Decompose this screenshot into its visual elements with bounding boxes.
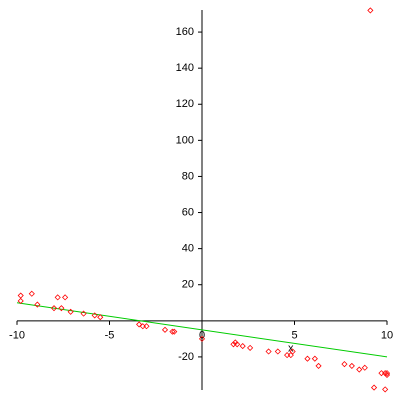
data-point <box>239 343 246 350</box>
y-tick-label: 40 <box>182 243 194 255</box>
x-axis-label: x <box>288 343 294 355</box>
data-point <box>234 341 241 348</box>
y-tick-label: 20 <box>182 279 194 291</box>
data-point <box>161 326 169 333</box>
data-point <box>341 361 348 368</box>
data-point <box>67 308 74 315</box>
data-point <box>28 290 35 297</box>
data-point <box>383 370 391 377</box>
data-point <box>356 366 363 373</box>
data-point <box>348 362 355 369</box>
data-point <box>289 348 296 355</box>
data-point <box>382 386 389 393</box>
data-point <box>315 362 322 369</box>
data-point <box>54 294 61 301</box>
data-point <box>171 328 178 335</box>
data-point <box>58 305 65 312</box>
y-tick-label: 60 <box>182 206 194 218</box>
data-point <box>304 355 311 362</box>
data-point <box>274 348 281 355</box>
data-point <box>361 364 368 371</box>
y-tick-label: 160 <box>176 26 194 38</box>
y-tick-label: 80 <box>182 170 194 182</box>
data-point <box>62 294 69 301</box>
data-point <box>383 371 391 379</box>
data-point <box>198 335 206 342</box>
data-point <box>143 323 150 330</box>
data-point <box>370 384 378 391</box>
y-tick-label: 120 <box>176 98 194 110</box>
data-point <box>50 305 58 312</box>
y-tick-label: 100 <box>176 134 194 146</box>
data-point <box>367 7 374 14</box>
fit-line <box>16 302 388 358</box>
data-point <box>34 301 41 308</box>
x-tick-label: -5 <box>105 330 115 342</box>
data-point <box>97 314 104 321</box>
data-point <box>80 310 87 317</box>
x-tick-label: 5 <box>291 330 297 342</box>
data-point <box>247 344 254 351</box>
data-point <box>91 312 98 319</box>
x-tick-label: 0 <box>199 330 205 342</box>
x-tick-label: 10 <box>381 330 393 342</box>
data-point <box>169 328 176 335</box>
data-point <box>136 321 143 328</box>
x-tick-label: -10 <box>9 330 25 342</box>
data-point <box>265 348 272 355</box>
data-point <box>232 339 239 346</box>
data-point <box>311 355 318 362</box>
data-point <box>17 297 24 305</box>
y-tick-label: -20 <box>178 351 194 363</box>
y-tick-label: 140 <box>176 62 194 74</box>
data-point <box>17 292 24 299</box>
